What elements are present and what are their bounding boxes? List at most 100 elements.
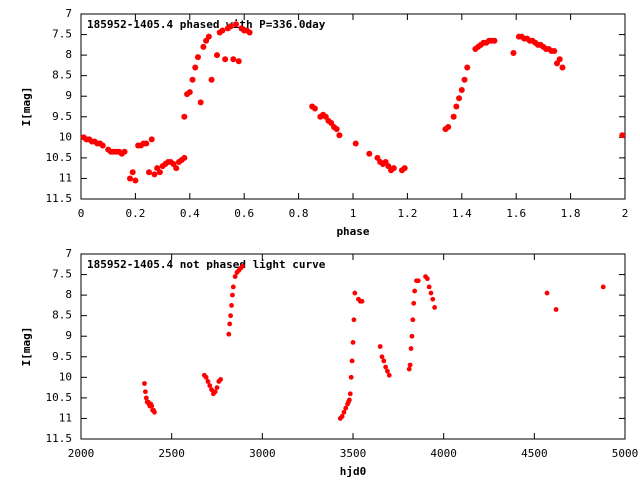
- x-tick-label: 1.4: [452, 207, 472, 220]
- x-tick-label: 0: [78, 207, 85, 220]
- y-tick-label: 9: [65, 89, 72, 102]
- data-point: [229, 302, 234, 308]
- y-tick-label: 8.5: [52, 69, 72, 82]
- data-point: [390, 165, 397, 172]
- data-point: [311, 105, 318, 112]
- y-tick-label: 11: [59, 171, 72, 184]
- y-tick-label: 9.5: [52, 110, 72, 123]
- x-tick-label: 3500: [340, 447, 367, 460]
- data-point: [148, 136, 155, 143]
- x-tick-label: 0.8: [289, 207, 309, 220]
- x-axis-title: phase: [336, 225, 369, 238]
- data-point: [143, 140, 150, 147]
- data-point: [132, 177, 139, 184]
- data-point: [491, 37, 498, 44]
- y-tick-label: 8: [65, 48, 72, 61]
- data-point: [232, 274, 238, 280]
- x-tick-label: 3000: [249, 447, 276, 460]
- data-point: [230, 56, 237, 63]
- data-point: [239, 263, 245, 269]
- data-point: [410, 317, 416, 323]
- y-tick-label: 7.5: [52, 268, 72, 281]
- data-point: [230, 284, 236, 290]
- y-tick-label: 7.5: [52, 28, 72, 41]
- data-point: [222, 56, 229, 63]
- chart-title: 185952-1405.4 not phased light curve: [87, 258, 326, 271]
- x-tick-label: 1.6: [506, 207, 526, 220]
- y-tick-label: 11.5: [46, 192, 73, 205]
- data-point: [381, 358, 387, 364]
- x-tick-label: 4000: [430, 447, 457, 460]
- data-point: [142, 389, 148, 395]
- data-point: [430, 296, 436, 302]
- data-point: [366, 150, 373, 157]
- data-point: [408, 346, 414, 351]
- data-point: [352, 290, 358, 296]
- data-point: [99, 142, 106, 149]
- data-point: [228, 313, 234, 319]
- data-point: [347, 391, 353, 397]
- data-point: [453, 103, 460, 110]
- y-axis-title: I[mag]: [20, 327, 33, 367]
- x-tick-label: 5000: [612, 447, 639, 460]
- data-point: [383, 364, 389, 370]
- data-point: [205, 33, 212, 40]
- data-point: [181, 113, 188, 120]
- x-tick-label: 2: [622, 207, 629, 220]
- data-point: [186, 89, 193, 96]
- data-point: [386, 372, 392, 378]
- unphased-light-curve-chart: 7 7.5 8 8.5 9 9.5 10 10.5 11 11.5 2000 2500 3000 3500…: [20, 247, 638, 478]
- data-point: [341, 409, 347, 415]
- data-point: [464, 64, 471, 71]
- y-tick-label: 11.5: [46, 432, 73, 445]
- data-point: [156, 169, 163, 176]
- data-point: [336, 132, 343, 139]
- phased-light-curve-chart: 7 7.5 8 8.5 9 9.5 10 10.5 11 11.5 0 0.2 0.4 0.6 0.8 1 1.…: [20, 7, 628, 238]
- x-tick-label: 2000: [68, 447, 95, 460]
- data-point: [339, 413, 345, 419]
- data-point: [556, 56, 563, 63]
- data-point: [152, 409, 157, 415]
- data-point: [349, 358, 355, 364]
- data-point: [450, 113, 457, 120]
- x-tick-label: 0.6: [234, 207, 254, 220]
- data-point: [142, 381, 147, 386]
- data-point: [553, 307, 559, 312]
- data-point: [379, 354, 385, 360]
- data-point: [359, 298, 365, 304]
- x-tick-label: 0.4: [180, 207, 200, 220]
- data-point: [377, 344, 383, 349]
- y-tick-label: 11: [59, 411, 72, 424]
- y-tick-label: 7: [65, 7, 72, 20]
- x-tick-label: 2500: [158, 447, 185, 460]
- data-point: [407, 362, 413, 368]
- data-point: [415, 278, 421, 284]
- data-point: [149, 403, 155, 409]
- y-tick-label: 8.5: [52, 309, 72, 322]
- data-point: [208, 76, 215, 83]
- data-point: [424, 276, 430, 282]
- data-point: [600, 284, 606, 290]
- data-point: [346, 397, 352, 403]
- y-axis-title: I[mag]: [20, 87, 33, 127]
- data-point: [207, 383, 213, 388]
- data-point: [214, 52, 220, 59]
- data-point: [227, 23, 234, 30]
- data-point: [129, 169, 136, 176]
- y-tick-label: 9: [65, 329, 72, 342]
- data-point: [411, 300, 417, 306]
- data-point: [194, 54, 201, 61]
- data-point: [406, 366, 412, 372]
- data-point: [200, 43, 207, 50]
- data-point: [426, 284, 432, 290]
- x-tick-label: 0.2: [125, 207, 145, 220]
- data-point: [226, 331, 232, 337]
- data-point: [192, 64, 199, 71]
- x-tick-label: 1: [350, 207, 357, 220]
- y-tick-label: 10: [59, 370, 72, 383]
- data-point: [230, 292, 235, 298]
- data-point: [461, 76, 468, 83]
- data-point: [197, 99, 204, 106]
- y-tick-label: 10: [59, 130, 72, 143]
- data-point: [181, 154, 188, 161]
